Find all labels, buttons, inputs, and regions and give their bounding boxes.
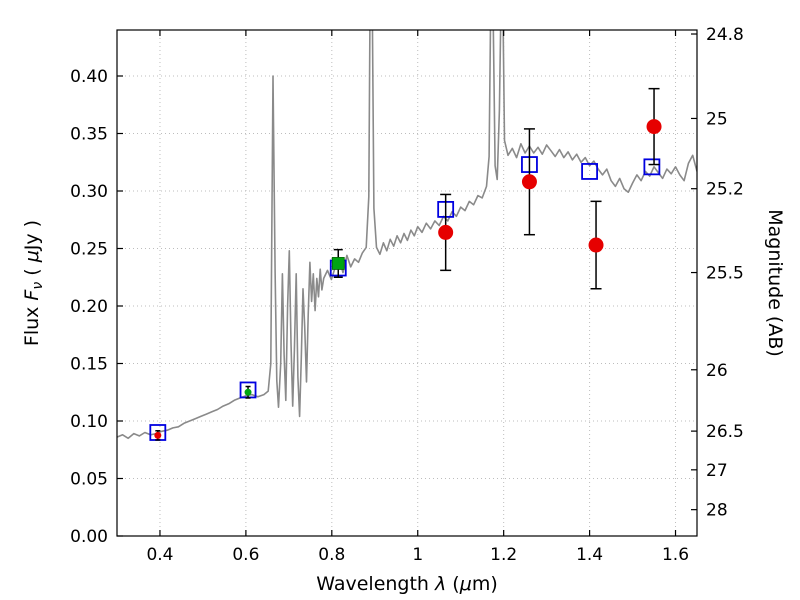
svg-text:0.25: 0.25 — [70, 240, 108, 260]
x-tick-labels: 0.4 0.6 0.8 1 1.2 1.4 1.6 — [146, 545, 689, 565]
svg-text:1.6: 1.6 — [662, 545, 689, 565]
svg-text:25: 25 — [706, 109, 728, 129]
svg-text:0.30: 0.30 — [70, 182, 108, 202]
svg-text:0.10: 0.10 — [70, 412, 108, 432]
observed-ir-red-errorbars — [440, 87, 660, 290]
svg-text:26.5: 26.5 — [706, 422, 744, 442]
grid — [117, 30, 697, 537]
model-photometry-markers — [149, 156, 661, 441]
svg-text:0.00: 0.00 — [70, 527, 108, 547]
observed-optical-small-red-markers — [154, 431, 162, 439]
left-axis-label: Flux Fν ( μJy ) — [21, 220, 46, 346]
svg-text:0.6: 0.6 — [232, 545, 259, 565]
observed-optical-small-green-markers — [244, 388, 252, 396]
svg-text:0.8: 0.8 — [318, 545, 345, 565]
svg-text:0.05: 0.05 — [70, 470, 108, 490]
left-tick-labels: 0.00 0.05 0.10 0.15 0.20 0.25 0.30 0.35 0.40 — [70, 67, 108, 547]
svg-text:0.20: 0.20 — [70, 297, 108, 317]
x-axis-label: Wavelength λ (μm) — [316, 573, 497, 595]
right-axis-label: Magnitude (AB) — [764, 209, 786, 357]
svg-text:25.5: 25.5 — [706, 264, 744, 284]
axis-frame — [116, 29, 698, 537]
observed-ir-red-markers — [438, 119, 662, 253]
svg-text:25.2: 25.2 — [706, 180, 744, 200]
svg-text:24.8: 24.8 — [706, 25, 744, 45]
plot-series — [117, 30, 697, 441]
right-tick-labels: 24.8 25 25.2 25.5 26 26.5 27 28 — [706, 25, 744, 521]
svg-text:1.4: 1.4 — [576, 545, 603, 565]
spectrum-line — [117, 30, 697, 440]
svg-text:26: 26 — [706, 361, 728, 381]
svg-text:0.15: 0.15 — [70, 355, 108, 375]
axis-ticks — [117, 30, 697, 537]
svg-text:1: 1 — [412, 545, 423, 565]
svg-text:1.2: 1.2 — [490, 545, 517, 565]
svg-text:0.40: 0.40 — [70, 67, 108, 87]
svg-text:27: 27 — [706, 461, 728, 481]
observed-ground-green-markers — [331, 257, 345, 270]
svg-text:0.4: 0.4 — [146, 545, 173, 565]
svg-text:28: 28 — [706, 501, 728, 521]
svg-text:0.35: 0.35 — [70, 125, 108, 145]
